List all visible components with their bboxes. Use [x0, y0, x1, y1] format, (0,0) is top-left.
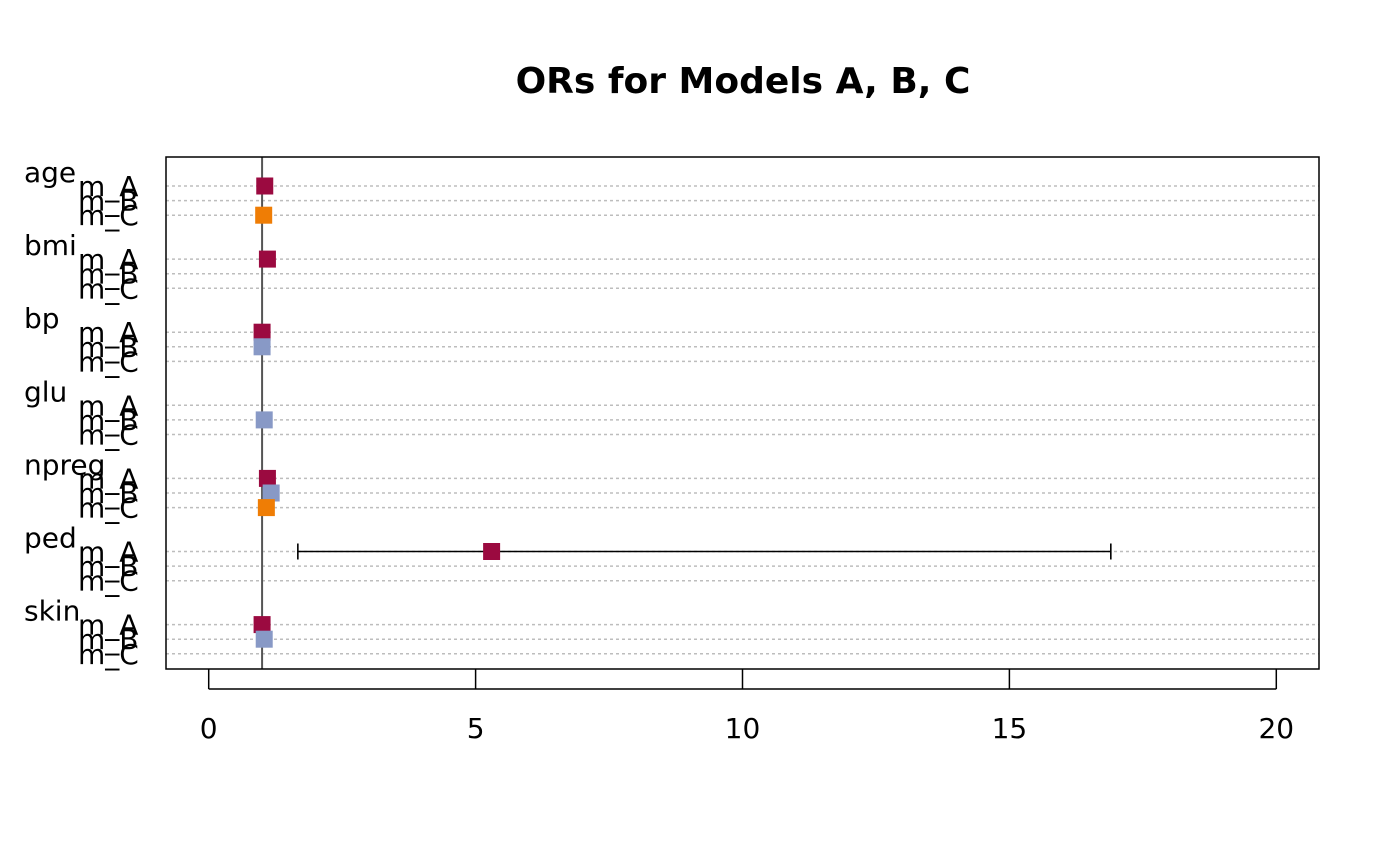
variable-label-bmi: bmi: [24, 229, 77, 262]
variable-label-npreg: npreg: [24, 448, 105, 481]
confidence-intervals: [259, 178, 1112, 648]
model-label: m_A: [78, 316, 138, 349]
x-tick-label: 10: [725, 712, 761, 745]
model-label: m_B: [78, 623, 138, 656]
model-label: m_B: [78, 404, 138, 437]
variable-label-bp: bp: [24, 302, 60, 335]
model-label: m_C: [78, 492, 139, 525]
x-tick-label: 5: [467, 712, 485, 745]
model-label: m_B: [78, 477, 138, 510]
or-point-npreg-m_A: [258, 469, 276, 487]
or-point-glu-m_B: [255, 411, 273, 429]
x-tick-label: 15: [992, 712, 1028, 745]
or-point-skin-m_B: [255, 630, 273, 648]
model-label: m_A: [78, 243, 138, 276]
estimate-points: [253, 177, 501, 648]
model-label: m_C: [78, 419, 139, 452]
model-label: m_C: [78, 199, 139, 232]
grid-lines: [166, 185, 1319, 655]
or-point-bp-m_A: [253, 323, 271, 341]
plot-frame: [165, 156, 1320, 670]
chart-title: ORs for Models A, B, C: [516, 61, 971, 102]
variable-label-age: age: [24, 156, 76, 189]
or-point-age-m_A: [256, 177, 274, 195]
variable-label-ped: ped: [24, 522, 77, 555]
or-point-skin-m_A: [253, 616, 271, 634]
variable-label-skin: skin: [24, 595, 80, 628]
model-label: m_A: [78, 462, 138, 495]
model-label: m_A: [78, 170, 138, 203]
or-point-bmi-m_A: [258, 250, 276, 268]
variable-label-glu: glu: [24, 375, 67, 408]
model-label: m_C: [78, 565, 139, 598]
model-label: m_C: [78, 272, 139, 305]
or-point-bp-m_B: [253, 338, 271, 356]
model-label: m_C: [78, 638, 139, 671]
model-label: m_A: [78, 389, 138, 422]
model-label: m_B: [78, 331, 138, 364]
or-point-npreg-m_C: [257, 499, 275, 517]
model-label: m_A: [78, 536, 138, 569]
or-point-npreg-m_B: [262, 484, 280, 502]
x-tick-label: 20: [1258, 712, 1294, 745]
or-point-age-m_C: [255, 206, 273, 224]
model-label: m_B: [78, 258, 138, 291]
x-tick-label: 0: [200, 712, 218, 745]
or-point-ped-m_A: [483, 543, 501, 560]
model-label: m_C: [78, 345, 139, 378]
model-label: m_B: [78, 185, 138, 218]
model-label: m_B: [78, 550, 138, 583]
model-label: m_A: [78, 609, 138, 642]
x-axis: 0 5 10 15 20: [200, 669, 1294, 745]
